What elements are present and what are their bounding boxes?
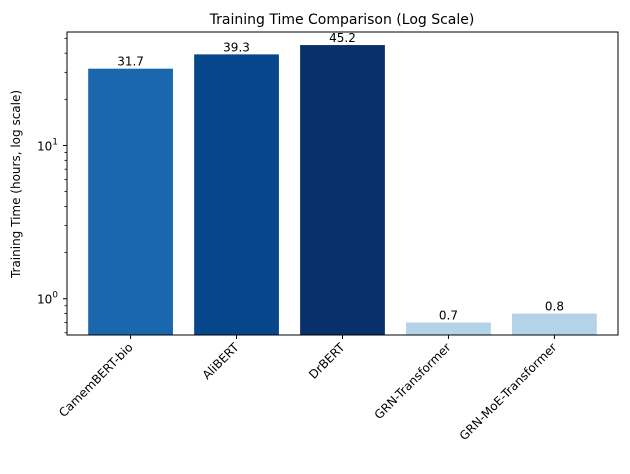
bar-labels-group: 31.7 39.3 45.2 0.7 0.8 xyxy=(117,31,564,322)
bar-1 xyxy=(194,54,279,335)
bar-3 xyxy=(406,322,491,335)
bar-4 xyxy=(512,313,597,335)
bar-value-label-3: 0.7 xyxy=(439,308,458,322)
bars-group xyxy=(88,45,597,336)
bar-0 xyxy=(88,68,173,335)
plot-frame xyxy=(66,31,619,336)
x-tick-label-0: CamemBERT-bio xyxy=(56,340,136,420)
x-tick-label-3: GRN-Transformer xyxy=(372,340,454,422)
x-tick-label-4: GRN-MoE-Transformer xyxy=(457,340,560,443)
bar-value-label-1: 39.3 xyxy=(223,40,250,54)
x-axis-ticks: CamemBERT-bio AliBERT DrBERT GRN-Transforme… xyxy=(56,335,560,443)
bar-value-label-0: 31.7 xyxy=(117,55,144,69)
x-tick-label-1: AliBERT xyxy=(200,340,243,383)
x-tick-label-2: DrBERT xyxy=(306,340,348,382)
y-axis-label: Training Time (hours, log scale) xyxy=(9,90,23,279)
y-axis-ticks: 100 101 xyxy=(37,37,67,334)
y-tick-label-0: 100 xyxy=(37,291,58,307)
bar-value-label-2: 45.2 xyxy=(329,31,356,45)
chart-title: Training Time Comparison (Log Scale) xyxy=(209,12,475,28)
y-tick-label-1: 101 xyxy=(37,137,58,153)
bar-value-label-4: 0.8 xyxy=(545,300,564,314)
bar-2 xyxy=(300,45,385,336)
